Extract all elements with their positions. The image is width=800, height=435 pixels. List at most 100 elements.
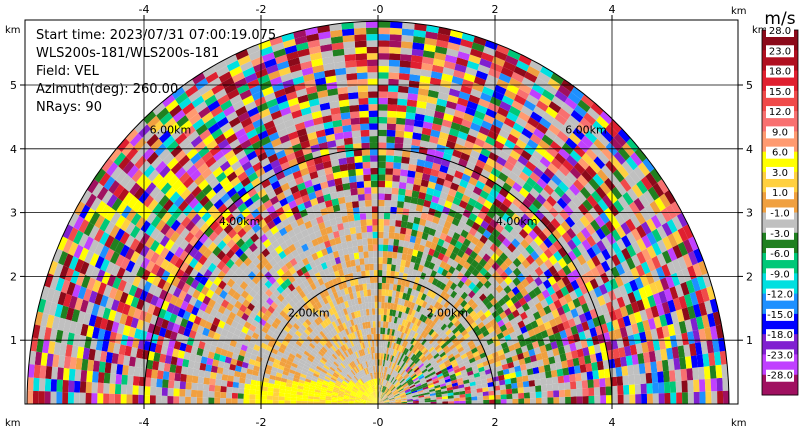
ppi-cell — [97, 328, 106, 341]
ppi-cell — [482, 229, 492, 239]
ppi-cell — [295, 368, 303, 374]
ppi-cell — [212, 182, 224, 194]
ppi-cell — [145, 224, 156, 237]
ppi-cell — [331, 398, 338, 401]
ppi-cell — [110, 299, 120, 312]
ppi-cell — [192, 202, 204, 214]
ppi-cell — [334, 326, 340, 334]
ppi-cell — [387, 393, 394, 398]
ppi-cell — [232, 291, 241, 301]
ppi-cell — [344, 392, 351, 396]
ppi-cell — [375, 398, 378, 404]
ppi-cell — [281, 232, 291, 242]
ppi-cell — [381, 346, 384, 354]
ppi-cell — [119, 291, 129, 304]
ppi-cell — [331, 299, 338, 307]
ppi-cell — [359, 309, 364, 317]
ppi-cell — [507, 361, 515, 369]
ppi-cell — [102, 307, 111, 320]
ppi-cell — [600, 303, 609, 315]
ppi-cell — [179, 227, 190, 239]
ppi-cell — [546, 195, 557, 207]
ppi-cell — [329, 272, 336, 280]
ppi-cell — [600, 260, 611, 273]
ppi-cell — [284, 363, 292, 370]
ppi-cell — [373, 392, 376, 399]
ppi-cell — [299, 208, 308, 218]
ppi-cell — [233, 223, 243, 234]
ppi-cell — [392, 349, 396, 356]
ppi-cell — [575, 219, 586, 232]
ppi-cell — [198, 233, 209, 245]
ppi-cell — [424, 398, 431, 401]
ppi-cell — [491, 261, 500, 271]
ppi-cell — [661, 325, 670, 338]
ppi-cell — [516, 272, 526, 283]
ppi-cell — [424, 160, 434, 169]
ppi-cell — [221, 144, 233, 156]
ppi-cell — [538, 308, 547, 318]
ppi-cell — [387, 97, 398, 105]
ppi-cell — [502, 197, 513, 208]
ppi-cell — [253, 344, 261, 352]
ppi-cell — [282, 370, 289, 376]
ppi-cell — [258, 297, 266, 306]
ppi-cell — [275, 149, 286, 160]
ppi-cell — [499, 261, 509, 271]
ppi-cell — [433, 301, 441, 309]
ppi-cell — [451, 379, 458, 384]
ppi-cell — [328, 212, 336, 220]
ppi-cell — [216, 260, 226, 271]
ppi-cell — [249, 311, 257, 320]
ppi-cell — [389, 46, 401, 54]
plot-area — [27, 21, 729, 404]
ppi-cell — [157, 361, 165, 372]
ppi-cell — [406, 394, 413, 398]
ppi-cell — [312, 116, 324, 126]
ppi-cell — [446, 364, 453, 371]
ppi-cell — [426, 234, 434, 243]
ppi-cell — [197, 179, 209, 191]
ppi-cell — [554, 185, 565, 198]
ppi-cell — [478, 126, 490, 136]
ppi-cell — [564, 327, 573, 337]
ppi-cell — [536, 177, 548, 189]
ppi-cell — [207, 241, 218, 253]
ppi-cell — [512, 122, 525, 134]
ppi-cell — [383, 387, 388, 394]
ppi-cell — [378, 142, 387, 149]
ppi-cell — [399, 265, 405, 273]
ppi-cell — [512, 393, 519, 399]
ppi-cell — [512, 197, 523, 208]
ppi-cell — [389, 368, 393, 375]
ppi-cell — [218, 280, 227, 290]
ppi-cell — [595, 227, 606, 240]
ppi-cell — [163, 310, 172, 322]
ppi-cell — [359, 356, 363, 364]
ppi-cell — [454, 170, 464, 180]
ppi-cell — [372, 392, 376, 399]
ppi-cell — [134, 229, 146, 242]
ppi-cell — [173, 380, 181, 389]
ppi-cell — [386, 334, 390, 342]
ppi-cell — [279, 134, 290, 144]
ppi-cell — [418, 375, 425, 380]
ppi-cell — [307, 401, 314, 404]
ppi-cell — [334, 284, 340, 292]
ppi-cell — [365, 328, 369, 335]
ppi-cell — [476, 240, 485, 250]
ppi-cell — [423, 246, 430, 255]
ppi-cell — [133, 328, 142, 340]
ppi-cell — [570, 388, 577, 397]
ppi-cell — [314, 394, 321, 398]
ppi-cell — [338, 391, 345, 395]
ppi-cell — [292, 226, 302, 235]
ppi-cell — [495, 208, 506, 219]
ppi-cell — [481, 378, 488, 385]
ppi-cell — [414, 113, 425, 122]
ppi-cell — [292, 333, 300, 341]
ppi-cell — [385, 381, 389, 388]
ppi-cell — [334, 350, 341, 357]
ppi-cell — [362, 355, 366, 362]
ppi-cell — [378, 397, 380, 404]
